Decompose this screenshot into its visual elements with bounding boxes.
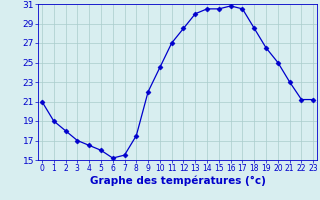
X-axis label: Graphe des températures (°c): Graphe des températures (°c) [90,176,266,186]
